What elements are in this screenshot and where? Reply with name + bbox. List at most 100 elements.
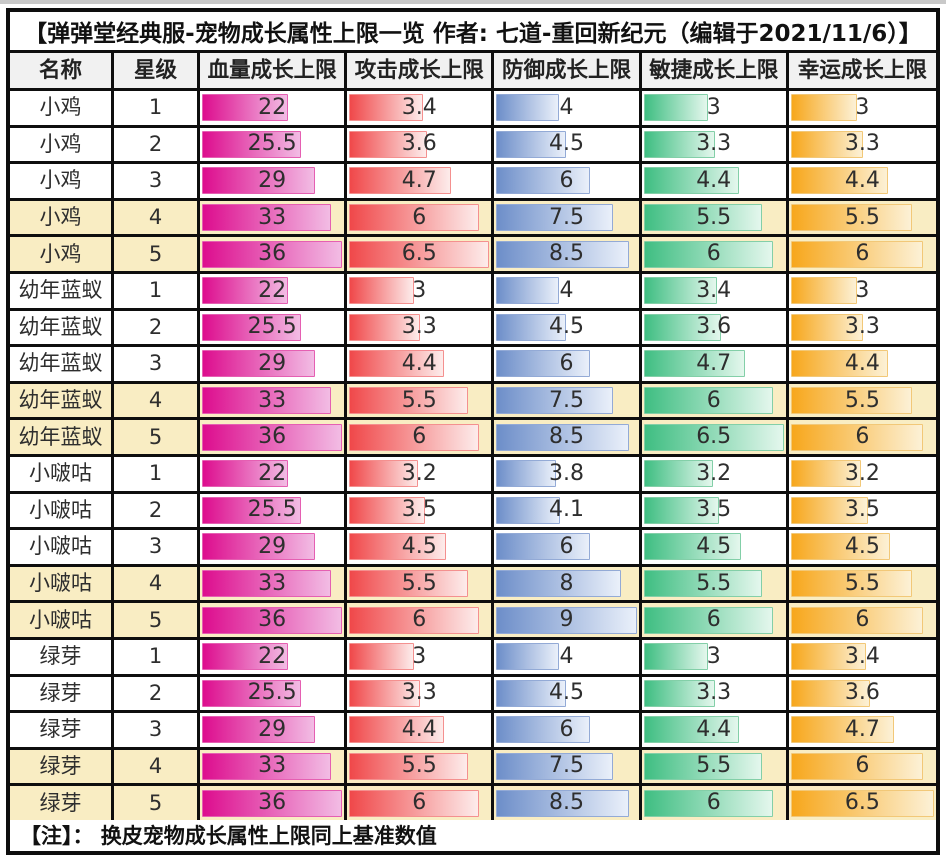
luck-bar-cell: 5.5 bbox=[788, 383, 936, 418]
hp-bar bbox=[202, 460, 288, 488]
atk-bar-cell: 4.4 bbox=[347, 713, 495, 747]
star-level-cell: 1 bbox=[114, 456, 200, 491]
luck-bar bbox=[790, 130, 864, 158]
hp-bar bbox=[202, 130, 302, 158]
luck-value: 3 bbox=[855, 277, 870, 303]
hp-bar bbox=[202, 94, 288, 122]
def-bar bbox=[496, 752, 614, 780]
agi-value: 4.5 bbox=[696, 533, 732, 559]
luck-value: 4.4 bbox=[844, 167, 880, 193]
def-bar-cell: 4.5 bbox=[494, 310, 642, 345]
luck-bar bbox=[790, 460, 862, 488]
luck-bar bbox=[790, 752, 923, 780]
atk-bar-cell: 5.5 bbox=[347, 383, 495, 418]
hp-bar-cell: 36 bbox=[200, 237, 348, 271]
hp-value: 36 bbox=[258, 607, 287, 633]
luck-bar bbox=[790, 643, 866, 671]
hp-value: 33 bbox=[258, 387, 287, 413]
table-row: 幼年蓝蚁 2 25.5 3.3 4.5 3.6 3.3 bbox=[10, 310, 936, 348]
def-bar bbox=[496, 130, 567, 158]
star-level-cell: 5 bbox=[114, 420, 200, 454]
atk-bar bbox=[349, 167, 451, 195]
agi-bar-cell: 3.3 bbox=[642, 676, 789, 711]
atk-bar-cell: 5.5 bbox=[347, 749, 495, 784]
atk-bar bbox=[349, 643, 414, 671]
star-level-cell: 4 bbox=[114, 200, 200, 235]
atk-value: 4.4 bbox=[401, 350, 437, 376]
def-value: 6 bbox=[559, 167, 574, 193]
hp-bar bbox=[202, 277, 288, 305]
def-value: 7.5 bbox=[548, 753, 584, 779]
atk-value: 5.5 bbox=[401, 753, 437, 779]
luck-bar bbox=[790, 167, 888, 195]
agi-bar bbox=[643, 679, 715, 707]
agi-value: 6 bbox=[706, 790, 721, 816]
agi-value: 3 bbox=[706, 643, 721, 669]
luck-value: 3.3 bbox=[844, 131, 880, 157]
star-level-cell: 1 bbox=[114, 639, 200, 674]
star-level-cell: 2 bbox=[114, 310, 200, 345]
def-bar bbox=[496, 716, 590, 744]
hp-bar bbox=[202, 350, 315, 378]
def-value: 9 bbox=[559, 607, 574, 633]
pet-name-cell: 小啵咕 bbox=[10, 566, 114, 601]
atk-value: 6 bbox=[412, 204, 427, 230]
agi-bar-cell: 3.5 bbox=[642, 493, 789, 528]
star-level-cell: 5 bbox=[114, 237, 200, 271]
pet-name-cell: 小鸡 bbox=[10, 200, 114, 235]
table-row: 小鸡 4 33 6 7.5 5.5 5.5 bbox=[10, 200, 936, 238]
agi-bar-cell: 5.5 bbox=[641, 749, 789, 784]
luck-bar bbox=[790, 94, 857, 122]
hp-bar-cell: 29 bbox=[200, 530, 348, 564]
luck-bar-cell: 5.5 bbox=[788, 200, 936, 235]
agi-bar bbox=[643, 350, 745, 378]
def-value: 6 bbox=[559, 716, 574, 742]
def-bar-cell: 7.5 bbox=[494, 749, 642, 784]
pet-name-cell: 幼年蓝蚁 bbox=[10, 383, 114, 418]
def-value: 8 bbox=[559, 570, 574, 596]
pet-name-cell: 小鸡 bbox=[10, 91, 114, 125]
hp-value: 25.5 bbox=[247, 314, 297, 340]
agi-bar bbox=[643, 423, 784, 451]
pet-name-cell: 绿芽 bbox=[10, 676, 114, 711]
star-level-cell: 2 bbox=[114, 127, 200, 162]
agi-bar-cell: 3.6 bbox=[642, 310, 789, 345]
luck-bar-cell: 6 bbox=[788, 603, 936, 637]
hp-bar-cell: 22 bbox=[200, 456, 348, 491]
table-row: 小鸡 2 25.5 3.6 4.5 3.3 3.3 bbox=[10, 127, 936, 165]
atk-bar bbox=[349, 387, 468, 415]
luck-value: 3.2 bbox=[844, 460, 880, 486]
def-bar bbox=[496, 350, 590, 378]
agi-bar-cell: 6 bbox=[641, 786, 789, 820]
def-bar bbox=[496, 167, 590, 195]
column-header-3: 攻击成长上限 bbox=[347, 53, 495, 88]
table-row: 绿芽 1 22 3 4 3 3.4 bbox=[10, 639, 936, 677]
atk-value: 3.6 bbox=[401, 131, 437, 157]
def-bar-cell: 8 bbox=[494, 566, 642, 601]
hp-value: 22 bbox=[258, 460, 287, 486]
agi-bar-cell: 4.5 bbox=[642, 530, 789, 564]
luck-bar bbox=[790, 387, 912, 415]
pet-name-cell: 绿芽 bbox=[10, 749, 114, 784]
hp-value: 36 bbox=[258, 790, 287, 816]
agi-bar bbox=[643, 313, 722, 341]
agi-bar-cell: 5.5 bbox=[641, 200, 789, 235]
luck-bar bbox=[790, 204, 912, 232]
agi-bar bbox=[643, 643, 709, 671]
luck-bar-cell: 4.7 bbox=[789, 713, 936, 747]
atk-bar-cell: 4.4 bbox=[347, 347, 495, 381]
atk-bar bbox=[349, 204, 479, 232]
agi-bar-cell: 3 bbox=[642, 91, 789, 125]
hp-bar-cell: 33 bbox=[200, 200, 348, 235]
pet-name-cell: 小啵咕 bbox=[10, 456, 114, 491]
star-level-cell: 4 bbox=[114, 383, 200, 418]
atk-value: 3.4 bbox=[401, 94, 437, 120]
column-header-5: 敏捷成长上限 bbox=[641, 53, 789, 88]
hp-value: 33 bbox=[258, 204, 287, 230]
agi-bar bbox=[643, 204, 763, 232]
def-bar bbox=[496, 240, 629, 268]
hp-bar-cell: 25.5 bbox=[200, 127, 348, 162]
def-value: 3.8 bbox=[548, 460, 584, 486]
agi-bar bbox=[643, 460, 713, 488]
hp-bar bbox=[202, 240, 343, 268]
